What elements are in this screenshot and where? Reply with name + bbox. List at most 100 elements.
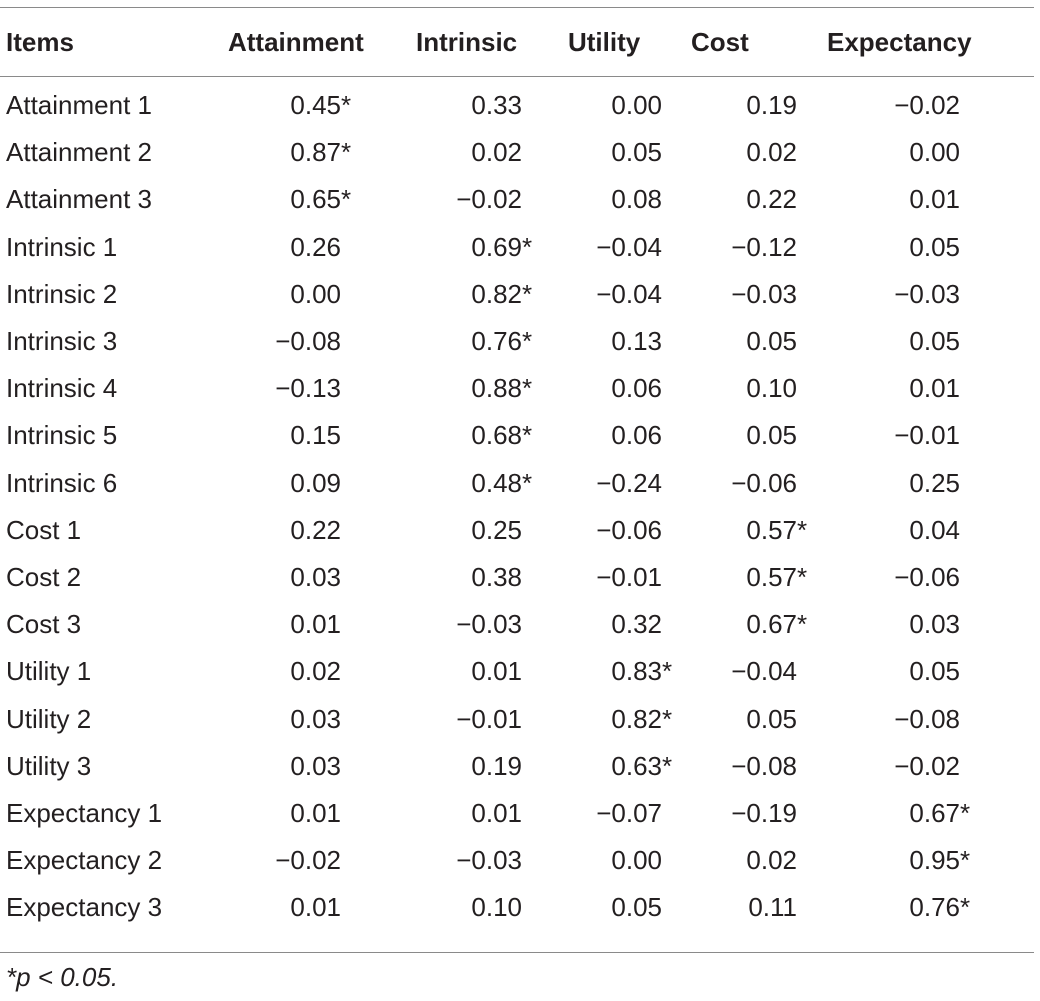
table-bottom-rule: [0, 952, 1034, 953]
factor-loadings-table: Items Attainment Intrinsic Utility Cost …: [0, 8, 1034, 931]
loading-value: 0.02: [471, 137, 522, 168]
header-items: Items: [6, 26, 74, 57]
loading-value: 0.08: [611, 184, 662, 215]
cell-cost: 0.10: [681, 365, 797, 412]
loading-value: −0.07: [596, 797, 662, 828]
cell-cost: 0.05: [681, 318, 797, 365]
cell-intrinsic: 0.76*: [399, 318, 555, 365]
loading-value: 0.22: [746, 184, 797, 215]
table-top-rule: [0, 7, 1034, 8]
cell-attainment: 0.03: [215, 554, 399, 601]
significance-marker: *: [662, 750, 673, 781]
loading-value: −0.01: [894, 420, 960, 451]
table-row: Cost 2 0.03 0.38 −0.01 0.57* −0.06: [0, 554, 1034, 601]
loading-value: 0.13: [611, 326, 662, 357]
loading-value: 0.19: [746, 90, 797, 121]
loading-value: −0.08: [275, 326, 341, 357]
cell-attainment: 0.15: [215, 412, 399, 459]
cell-attainment: 0.03: [215, 695, 399, 742]
loading-value: 0.05: [909, 231, 960, 262]
loading-value: 0.33: [471, 90, 522, 121]
cell-cost: −0.04: [681, 648, 797, 695]
cell-attainment: 0.00: [215, 271, 399, 318]
loading-value: 0.25: [471, 514, 522, 545]
cell-attainment: 0.22: [215, 507, 399, 554]
cell-expectancy: 0.25: [793, 460, 1034, 507]
cell-attainment: 0.26: [215, 224, 399, 271]
loading-value: 0.22: [290, 514, 341, 545]
loading-value: −0.06: [731, 467, 797, 498]
loading-value: 0.95: [909, 845, 960, 876]
item-label: Attainment 1: [6, 90, 152, 121]
cell-cost: 0.05: [681, 695, 797, 742]
cell-utility: 0.06: [555, 365, 681, 412]
cell-expectancy: −0.03: [793, 271, 1034, 318]
cell-attainment: 0.01: [215, 884, 399, 931]
table-row: Expectancy 3 0.01 0.10 0.05 0.11 0.76*: [0, 884, 1034, 931]
loading-value: 0.05: [611, 892, 662, 923]
loading-value: 0.01: [290, 892, 341, 923]
loading-value: 0.02: [290, 656, 341, 687]
item-label: Cost 3: [6, 609, 82, 640]
cell-intrinsic: 0.25: [399, 507, 555, 554]
cell-cost: 0.02: [681, 129, 797, 176]
loading-value: 0.38: [471, 561, 522, 592]
cell-utility: −0.24: [555, 460, 681, 507]
loading-value: 0.32: [611, 609, 662, 640]
cell-utility: 0.00: [555, 76, 681, 129]
loading-value: −0.03: [894, 278, 960, 309]
cell-expectancy: 0.01: [793, 176, 1034, 223]
loading-value: 0.63: [611, 750, 662, 781]
loading-value: 0.01: [471, 797, 522, 828]
table-header-rule: [0, 76, 1034, 77]
cell-utility: 0.82*: [555, 695, 681, 742]
loading-value: 0.67: [909, 797, 960, 828]
cell-intrinsic: −0.03: [399, 601, 555, 648]
significance-marker: *: [341, 90, 352, 121]
significance-marker: *: [797, 514, 808, 545]
cell-cost: 0.05: [681, 412, 797, 459]
cell-intrinsic: 0.01: [399, 790, 555, 837]
item-label: Expectancy 2: [6, 845, 163, 876]
loading-value: 0.05: [909, 656, 960, 687]
loading-value: 0.06: [611, 420, 662, 451]
table-row: Attainment 1 0.45* 0.33 0.00 0.19 −0.02: [0, 76, 1034, 129]
cell-utility: −0.07: [555, 790, 681, 837]
loading-value: 0.88: [471, 373, 522, 404]
item-label: Utility 2: [6, 703, 92, 734]
cell-expectancy: 0.01: [793, 365, 1034, 412]
table-row: Intrinsic 2 0.00 0.82* −0.04 −0.03 −0.03: [0, 271, 1034, 318]
cell-utility: 0.83*: [555, 648, 681, 695]
significance-marker: *: [797, 561, 808, 592]
cell-cost: −0.19: [681, 790, 797, 837]
loading-value: 0.03: [909, 609, 960, 640]
cell-intrinsic: −0.02: [399, 176, 555, 223]
loading-value: 0.19: [471, 750, 522, 781]
loading-value: 0.01: [290, 609, 341, 640]
item-label: Attainment 3: [6, 184, 152, 215]
loading-value: −0.24: [596, 467, 662, 498]
loading-value: 0.03: [290, 703, 341, 734]
item-label: Intrinsic 2: [6, 278, 118, 309]
header-cost: Cost: [691, 26, 749, 57]
cell-expectancy: 0.95*: [793, 837, 1034, 884]
table-row: Utility 3 0.03 0.19 0.63* −0.08 −0.02: [0, 743, 1034, 790]
loading-value: 0.05: [746, 326, 797, 357]
loading-value: −0.02: [894, 750, 960, 781]
table-row: Intrinsic 1 0.26 0.69* −0.04 −0.12 0.05: [0, 224, 1034, 271]
table-row: Intrinsic 3 −0.08 0.76* 0.13 0.05 0.05: [0, 318, 1034, 365]
loading-value: 0.01: [909, 184, 960, 215]
header-attainment: Attainment: [228, 26, 364, 57]
loading-value: −0.02: [894, 90, 960, 121]
cell-utility: 0.06: [555, 412, 681, 459]
cell-intrinsic: −0.03: [399, 837, 555, 884]
cell-utility: 0.00: [555, 837, 681, 884]
significance-marker: *: [960, 845, 971, 876]
cell-utility: 0.05: [555, 129, 681, 176]
significance-marker: *: [960, 797, 971, 828]
table-row: Attainment 3 0.65* −0.02 0.08 0.22 0.01: [0, 176, 1034, 223]
loading-value: −0.13: [275, 373, 341, 404]
cell-attainment: 0.45*: [215, 76, 399, 129]
loading-value: −0.04: [596, 231, 662, 262]
cell-utility: 0.08: [555, 176, 681, 223]
